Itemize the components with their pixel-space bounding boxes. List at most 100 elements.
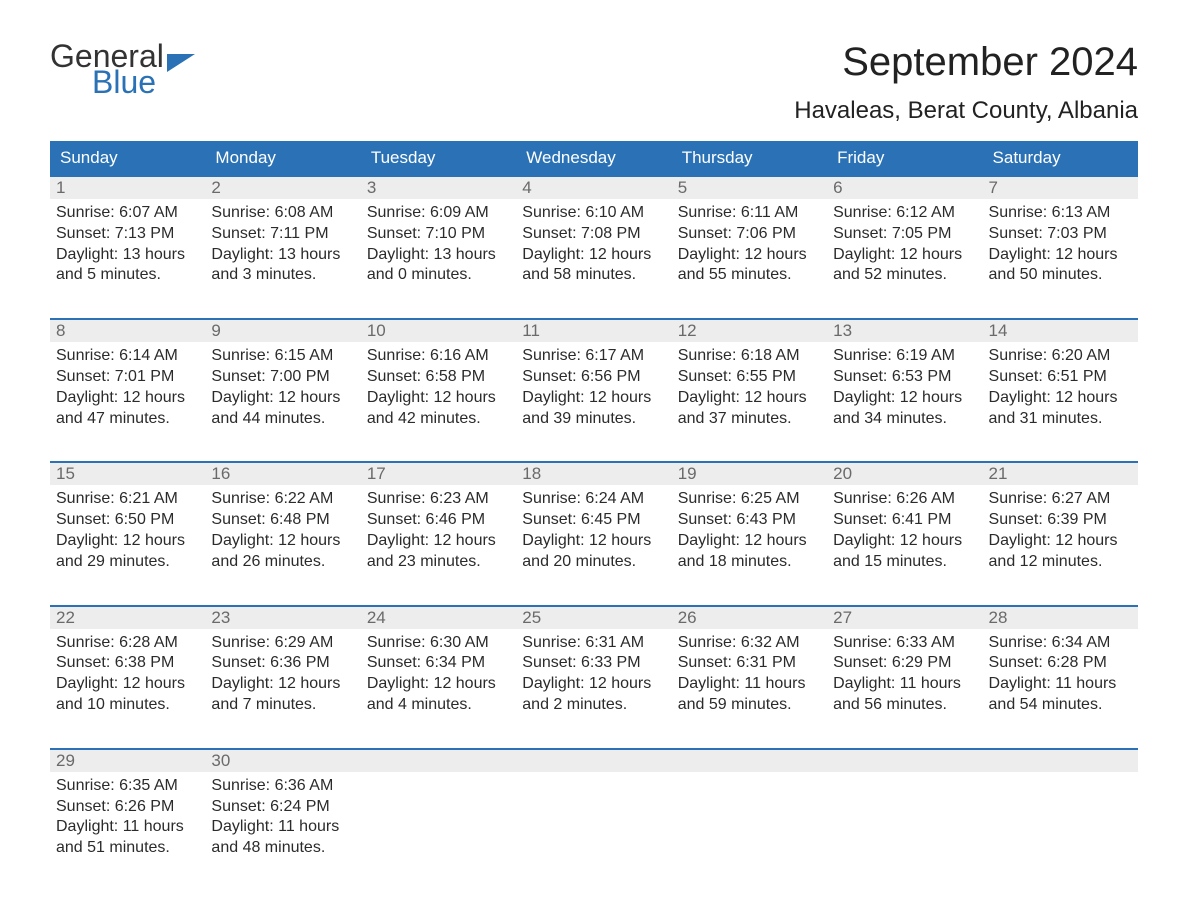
- day-details: Sunrise: 6:13 AMSunset: 7:03 PMDaylight:…: [983, 199, 1138, 290]
- daylight-text-2: and 55 minutes.: [678, 265, 821, 286]
- sunset-text: Sunset: 6:39 PM: [989, 510, 1132, 531]
- day-header: Monday: [205, 141, 360, 175]
- day-number: 26: [672, 607, 827, 629]
- day-number: 9: [205, 320, 360, 342]
- day-number: 28: [983, 607, 1138, 629]
- day-number: 20: [827, 463, 982, 485]
- calendar-day: 26Sunrise: 6:32 AMSunset: 6:31 PMDayligh…: [672, 607, 827, 720]
- daylight-text-2: and 54 minutes.: [989, 695, 1132, 716]
- day-details: Sunrise: 6:26 AMSunset: 6:41 PMDaylight:…: [827, 485, 982, 576]
- day-details: Sunrise: 6:20 AMSunset: 6:51 PMDaylight:…: [983, 342, 1138, 433]
- calendar-header-row: Sunday Monday Tuesday Wednesday Thursday…: [50, 141, 1138, 175]
- day-number: 10: [361, 320, 516, 342]
- daylight-text-2: and 3 minutes.: [211, 265, 354, 286]
- daylight-text-2: and 59 minutes.: [678, 695, 821, 716]
- day-header: Wednesday: [516, 141, 671, 175]
- day-details: Sunrise: 6:16 AMSunset: 6:58 PMDaylight:…: [361, 342, 516, 433]
- sunset-text: Sunset: 6:34 PM: [367, 653, 510, 674]
- sunset-text: Sunset: 6:58 PM: [367, 367, 510, 388]
- daylight-text-2: and 0 minutes.: [367, 265, 510, 286]
- day-details: Sunrise: 6:31 AMSunset: 6:33 PMDaylight:…: [516, 629, 671, 720]
- calendar-day: 8Sunrise: 6:14 AMSunset: 7:01 PMDaylight…: [50, 320, 205, 433]
- day-details: Sunrise: 6:09 AMSunset: 7:10 PMDaylight:…: [361, 199, 516, 290]
- calendar-day: 6Sunrise: 6:12 AMSunset: 7:05 PMDaylight…: [827, 177, 982, 290]
- day-details: Sunrise: 6:28 AMSunset: 6:38 PMDaylight:…: [50, 629, 205, 720]
- calendar-day: 12Sunrise: 6:18 AMSunset: 6:55 PMDayligh…: [672, 320, 827, 433]
- sunset-text: Sunset: 6:55 PM: [678, 367, 821, 388]
- day-number: 5: [672, 177, 827, 199]
- daylight-text-2: and 51 minutes.: [56, 838, 199, 859]
- day-details: Sunrise: 6:34 AMSunset: 6:28 PMDaylight:…: [983, 629, 1138, 720]
- sunrise-text: Sunrise: 6:15 AM: [211, 346, 354, 367]
- sunrise-text: Sunrise: 6:13 AM: [989, 203, 1132, 224]
- day-number: 16: [205, 463, 360, 485]
- day-header: Saturday: [983, 141, 1138, 175]
- day-number: .: [827, 750, 982, 772]
- sunrise-text: Sunrise: 6:16 AM: [367, 346, 510, 367]
- day-number: 27: [827, 607, 982, 629]
- sunrise-text: Sunrise: 6:29 AM: [211, 633, 354, 654]
- sunset-text: Sunset: 6:36 PM: [211, 653, 354, 674]
- day-number: 30: [205, 750, 360, 772]
- daylight-text-1: Daylight: 13 hours: [367, 245, 510, 266]
- day-number: .: [516, 750, 671, 772]
- sunset-text: Sunset: 7:13 PM: [56, 224, 199, 245]
- sunrise-text: Sunrise: 6:35 AM: [56, 776, 199, 797]
- sunset-text: Sunset: 6:50 PM: [56, 510, 199, 531]
- sunset-text: Sunset: 6:31 PM: [678, 653, 821, 674]
- calendar-day: 25Sunrise: 6:31 AMSunset: 6:33 PMDayligh…: [516, 607, 671, 720]
- sunset-text: Sunset: 7:05 PM: [833, 224, 976, 245]
- calendar-day: 3Sunrise: 6:09 AMSunset: 7:10 PMDaylight…: [361, 177, 516, 290]
- daylight-text-1: Daylight: 12 hours: [522, 531, 665, 552]
- header: General Blue September 2024 Havaleas, Be…: [50, 40, 1138, 125]
- location-subtitle: Havaleas, Berat County, Albania: [794, 97, 1138, 125]
- day-number: 24: [361, 607, 516, 629]
- calendar-day: 30Sunrise: 6:36 AMSunset: 6:24 PMDayligh…: [205, 750, 360, 863]
- daylight-text-2: and 12 minutes.: [989, 552, 1132, 573]
- calendar-day: 28Sunrise: 6:34 AMSunset: 6:28 PMDayligh…: [983, 607, 1138, 720]
- day-details: Sunrise: 6:15 AMSunset: 7:00 PMDaylight:…: [205, 342, 360, 433]
- day-details: Sunrise: 6:29 AMSunset: 6:36 PMDaylight:…: [205, 629, 360, 720]
- sunset-text: Sunset: 7:03 PM: [989, 224, 1132, 245]
- sunset-text: Sunset: 7:10 PM: [367, 224, 510, 245]
- calendar-day: .: [672, 750, 827, 863]
- sunrise-text: Sunrise: 6:07 AM: [56, 203, 199, 224]
- calendar-day: 20Sunrise: 6:26 AMSunset: 6:41 PMDayligh…: [827, 463, 982, 576]
- sunrise-text: Sunrise: 6:08 AM: [211, 203, 354, 224]
- sunrise-text: Sunrise: 6:26 AM: [833, 489, 976, 510]
- daylight-text-1: Daylight: 12 hours: [56, 388, 199, 409]
- sunrise-text: Sunrise: 6:24 AM: [522, 489, 665, 510]
- sunset-text: Sunset: 6:56 PM: [522, 367, 665, 388]
- day-header: Thursday: [672, 141, 827, 175]
- daylight-text-1: Daylight: 12 hours: [211, 674, 354, 695]
- sunrise-text: Sunrise: 6:12 AM: [833, 203, 976, 224]
- daylight-text-2: and 4 minutes.: [367, 695, 510, 716]
- daylight-text-2: and 52 minutes.: [833, 265, 976, 286]
- daylight-text-2: and 37 minutes.: [678, 409, 821, 430]
- sunrise-text: Sunrise: 6:31 AM: [522, 633, 665, 654]
- day-details: Sunrise: 6:23 AMSunset: 6:46 PMDaylight:…: [361, 485, 516, 576]
- calendar-day: 14Sunrise: 6:20 AMSunset: 6:51 PMDayligh…: [983, 320, 1138, 433]
- daylight-text-1: Daylight: 12 hours: [367, 674, 510, 695]
- day-number: 1: [50, 177, 205, 199]
- day-details: Sunrise: 6:12 AMSunset: 7:05 PMDaylight:…: [827, 199, 982, 290]
- daylight-text-1: Daylight: 13 hours: [211, 245, 354, 266]
- daylight-text-2: and 58 minutes.: [522, 265, 665, 286]
- calendar-day: .: [983, 750, 1138, 863]
- calendar-day: 29Sunrise: 6:35 AMSunset: 6:26 PMDayligh…: [50, 750, 205, 863]
- calendar-day: 23Sunrise: 6:29 AMSunset: 6:36 PMDayligh…: [205, 607, 360, 720]
- day-number: 3: [361, 177, 516, 199]
- daylight-text-2: and 23 minutes.: [367, 552, 510, 573]
- day-number: .: [672, 750, 827, 772]
- daylight-text-2: and 34 minutes.: [833, 409, 976, 430]
- calendar: Sunday Monday Tuesday Wednesday Thursday…: [50, 141, 1138, 863]
- sunrise-text: Sunrise: 6:18 AM: [678, 346, 821, 367]
- day-details: Sunrise: 6:07 AMSunset: 7:13 PMDaylight:…: [50, 199, 205, 290]
- sunrise-text: Sunrise: 6:22 AM: [211, 489, 354, 510]
- daylight-text-1: Daylight: 12 hours: [833, 388, 976, 409]
- daylight-text-1: Daylight: 12 hours: [678, 531, 821, 552]
- daylight-text-1: Daylight: 12 hours: [56, 531, 199, 552]
- day-header: Tuesday: [361, 141, 516, 175]
- sunrise-text: Sunrise: 6:10 AM: [522, 203, 665, 224]
- day-details: Sunrise: 6:10 AMSunset: 7:08 PMDaylight:…: [516, 199, 671, 290]
